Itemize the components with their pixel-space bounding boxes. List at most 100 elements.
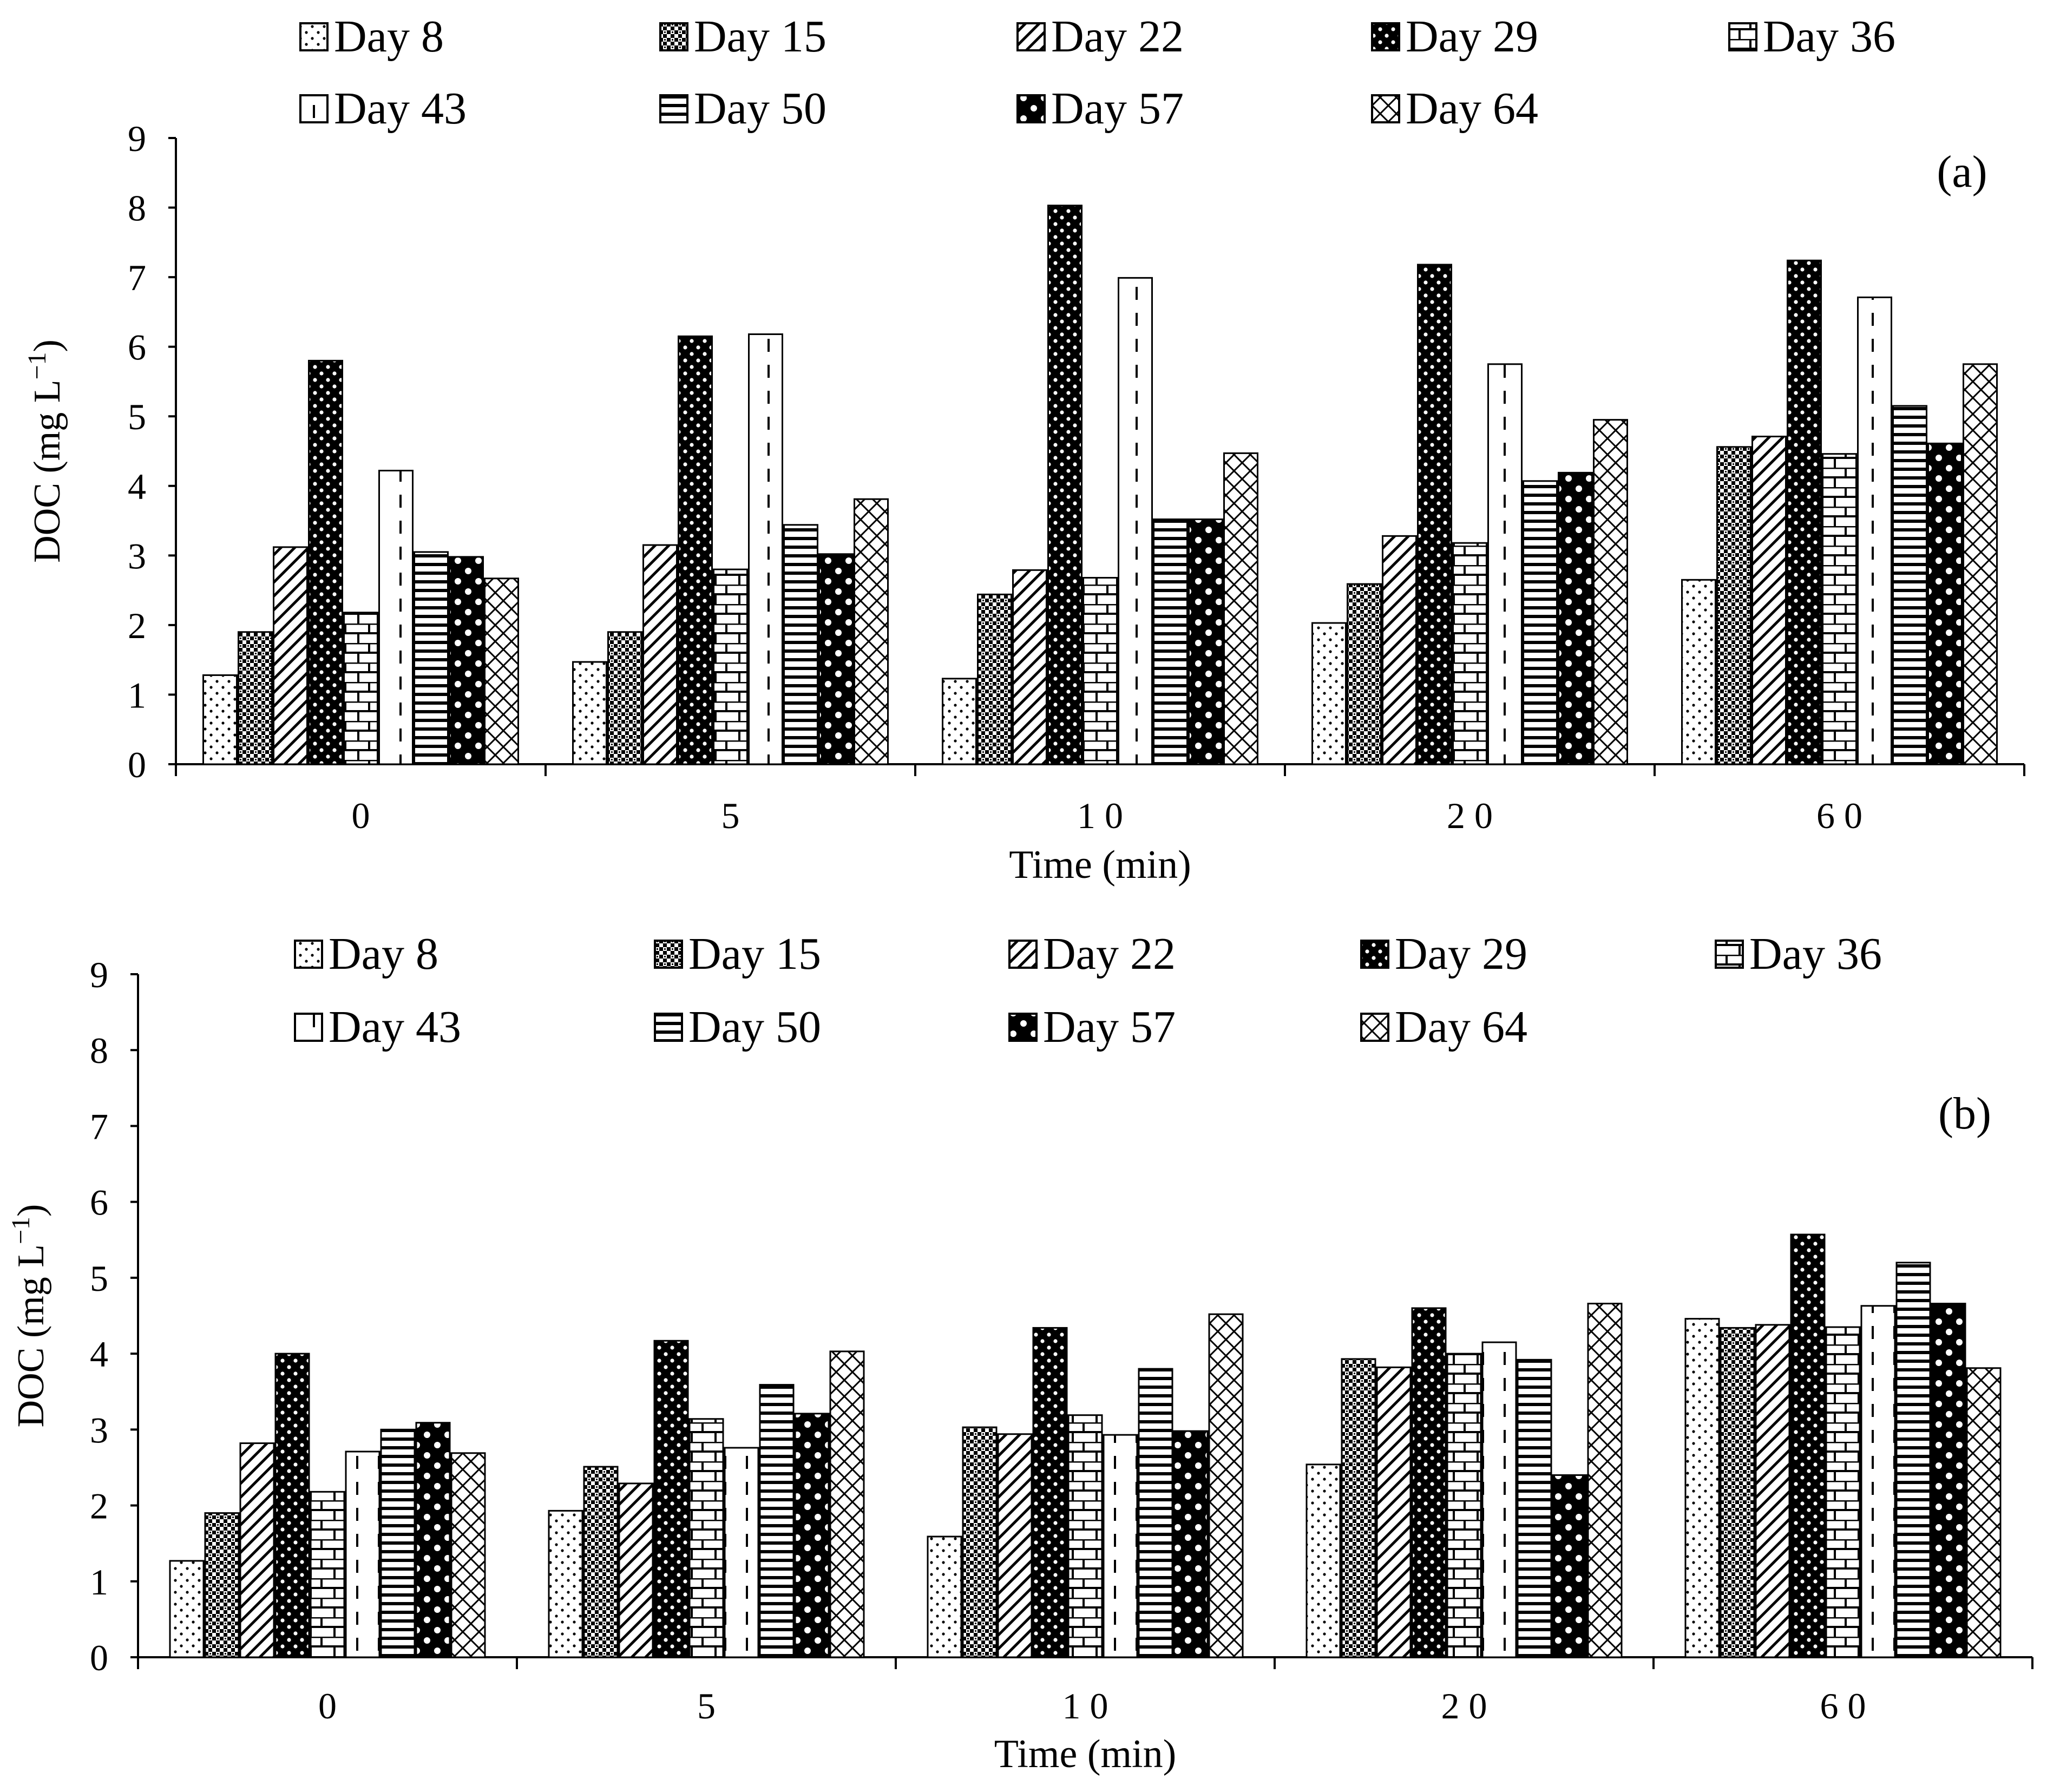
legend-swatch-a-1 <box>659 22 688 51</box>
bar-b-day8-t20 <box>1305 1463 1341 1658</box>
x-tick-label-b-3: 2 0 <box>1441 1685 1487 1727</box>
legend-label-a-4: Day 36 <box>1763 11 1895 62</box>
x-tick-label-a-1: 5 <box>721 795 740 836</box>
bar-b-day22-t10 <box>997 1433 1033 1658</box>
bar-b-day36-t20 <box>1446 1353 1482 1658</box>
bar-b-day43-t20 <box>1481 1341 1517 1658</box>
legend-label-a-2: Day 22 <box>1051 11 1184 62</box>
legend-label-b-3: Day 29 <box>1395 929 1527 979</box>
legend-label-a-1: Day 15 <box>694 11 826 62</box>
legend-label-a-7: Day 57 <box>1051 83 1184 134</box>
bar-a-day8-t5 <box>572 661 607 765</box>
bar-b-day64-t60 <box>1966 1367 2002 1658</box>
bar-b-day29-t60 <box>1790 1233 1826 1658</box>
legend-label-b-2: Day 22 <box>1043 929 1176 979</box>
bar-a-day22-t20 <box>1382 535 1417 765</box>
bar-a-day36-t20 <box>1452 542 1487 765</box>
y-axis-title-close-b: ) <box>10 1204 52 1217</box>
y-tick-label-b-2: 2 <box>90 1486 108 1527</box>
bar-a-day57-t20 <box>1558 471 1593 765</box>
bar-a-day43-t5 <box>748 333 783 765</box>
legend-label-b-6: Day 50 <box>688 1002 821 1052</box>
y-tick-label-b-9: 9 <box>90 954 108 995</box>
x-tick-label-a-0: 0 <box>352 795 370 836</box>
bar-a-day29-t60 <box>1787 259 1822 765</box>
x-tick-label-b-4: 6 0 <box>1820 1685 1866 1727</box>
bar-b-day15-t10 <box>962 1426 998 1658</box>
y-tick-label-a-3: 3 <box>128 535 146 576</box>
legend-label-a-0: Day 8 <box>334 11 444 62</box>
bar-b-day57-t60 <box>1931 1303 1966 1658</box>
bar-b-day50-t0 <box>380 1428 416 1658</box>
y-tick-label-b-4: 4 <box>90 1334 108 1375</box>
bar-b-day29-t20 <box>1411 1307 1447 1658</box>
legend-swatch-a-2 <box>1016 22 1046 51</box>
bar-b-day8-t60 <box>1684 1318 1720 1658</box>
y-tick-label-b-5: 5 <box>90 1258 108 1299</box>
bar-a-day57-t0 <box>449 556 484 765</box>
bar-a-day50-t20 <box>1523 480 1558 765</box>
y-tick-label-b-0: 0 <box>90 1637 108 1678</box>
bar-a-day57-t5 <box>818 553 854 765</box>
bar-a-day8-t0 <box>202 674 238 765</box>
bar-b-day8-t5 <box>548 1509 583 1658</box>
bar-b-day43-t0 <box>345 1450 380 1658</box>
bar-a-day50-t60 <box>1892 405 1927 765</box>
y-tick-label-a-7: 7 <box>128 257 146 298</box>
legend-label-b-7: Day 57 <box>1043 1002 1176 1052</box>
legend-label-b-5: Day 43 <box>329 1002 461 1052</box>
y-tick-label-b-3: 3 <box>90 1409 108 1450</box>
bar-a-day50-t5 <box>783 524 818 765</box>
bar-a-day36-t10 <box>1083 576 1118 765</box>
bar-a-day22-t0 <box>273 546 308 765</box>
y-tick-label-b-7: 7 <box>90 1106 108 1147</box>
bar-b-day36-t60 <box>1825 1326 1861 1658</box>
bar-a-day64-t10 <box>1223 452 1258 765</box>
bar-b-day57-t20 <box>1552 1474 1587 1658</box>
y-axis-title-sup-a: −1 <box>23 352 51 379</box>
legend-swatch-b-4 <box>1715 940 1744 969</box>
bar-b-day22-t0 <box>239 1442 275 1658</box>
bar-b-day36-t5 <box>688 1418 724 1658</box>
y-tick-label-a-2: 2 <box>128 605 146 646</box>
bar-b-day15-t0 <box>204 1512 240 1658</box>
legend-swatch-b-1 <box>654 940 683 969</box>
bar-b-day15-t20 <box>1341 1358 1376 1658</box>
legend-swatch-b-6 <box>654 1013 683 1042</box>
legend-label-b-8: Day 64 <box>1395 1002 1527 1052</box>
legend-label-b-4: Day 36 <box>1749 929 1882 979</box>
bar-b-day64-t0 <box>450 1452 486 1658</box>
bar-b-day50-t10 <box>1138 1368 1173 1658</box>
bar-b-day36-t0 <box>310 1491 345 1658</box>
x-tick-label-a-3: 2 0 <box>1447 795 1493 836</box>
bar-a-day43-t0 <box>378 469 414 765</box>
x-tick-label-b-2: 1 0 <box>1062 1685 1108 1727</box>
bar-a-day15-t0 <box>238 631 273 765</box>
legend-swatch-b-5 <box>294 1013 323 1042</box>
bar-a-day43-t60 <box>1857 296 1892 765</box>
bar-a-day22-t60 <box>1751 436 1787 765</box>
legend-label-a-6: Day 50 <box>694 83 826 134</box>
legend-swatch-a-6 <box>659 94 688 123</box>
bar-b-day8-t0 <box>169 1560 205 1658</box>
bar-b-day15-t60 <box>1720 1327 1755 1658</box>
y-tick-label-a-1: 1 <box>128 674 146 716</box>
legend-label-a-8: Day 64 <box>1406 83 1538 134</box>
y-axis-title-main-b: DOC (mg L <box>10 1244 52 1427</box>
bar-b-day50-t5 <box>759 1384 795 1658</box>
legend-swatch-a-8 <box>1371 94 1400 123</box>
bar-b-day15-t5 <box>583 1466 619 1658</box>
legend-label-a-5: Day 43 <box>334 83 467 134</box>
y-tick-label-a-5: 5 <box>128 396 146 437</box>
bar-a-day64-t60 <box>1963 363 1998 765</box>
bar-a-day22-t10 <box>1012 569 1047 765</box>
legend-label-a-3: Day 29 <box>1406 11 1538 62</box>
bar-a-day64-t20 <box>1593 419 1628 765</box>
legend-swatch-a-0 <box>299 22 329 51</box>
x-tick-label-b-1: 5 <box>697 1685 716 1727</box>
bar-a-day29-t20 <box>1417 264 1452 765</box>
bar-a-day36-t5 <box>713 568 748 765</box>
x-axis-title-a: Time (min) <box>1009 843 1191 887</box>
panel-label-b: (b) <box>1938 1088 1991 1139</box>
